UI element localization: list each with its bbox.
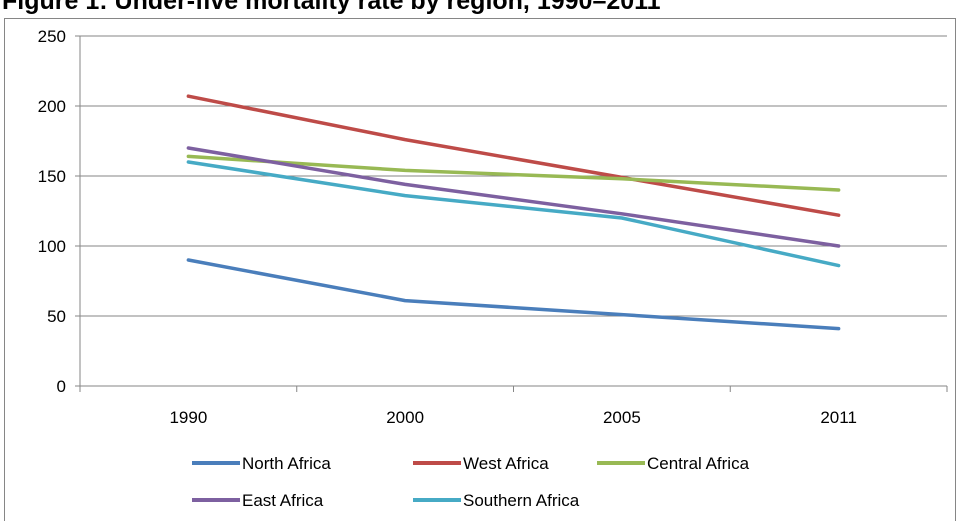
series-line-east-africa [186, 146, 841, 248]
chart-title: Figure 1: Under-five mortality rate by r… [2, 0, 661, 15]
y-tick-label: 100 [38, 237, 66, 256]
x-tick-label: 2011 [820, 408, 857, 427]
y-tick-label: 50 [47, 307, 66, 326]
x-tick-label: 1990 [169, 408, 207, 427]
legend-label: West Africa [463, 454, 549, 473]
y-tick-label: 150 [38, 167, 66, 186]
series-line-central-africa [186, 154, 841, 192]
y-tick-label: 0 [57, 377, 66, 396]
legend-label: Central Africa [647, 454, 750, 473]
chart-frame [4, 18, 956, 521]
series-line-north-africa [186, 258, 841, 331]
series-line-west-africa [186, 94, 841, 217]
legend-label: East Africa [242, 491, 324, 510]
x-tick-label: 2005 [603, 408, 641, 427]
series-line-southern-africa [186, 160, 841, 268]
x-tick-label: 2000 [386, 408, 424, 427]
legend-label: Southern Africa [463, 491, 580, 510]
y-tick-label: 250 [38, 27, 66, 46]
y-tick-label: 200 [38, 97, 66, 116]
legend-label: North Africa [242, 454, 331, 473]
